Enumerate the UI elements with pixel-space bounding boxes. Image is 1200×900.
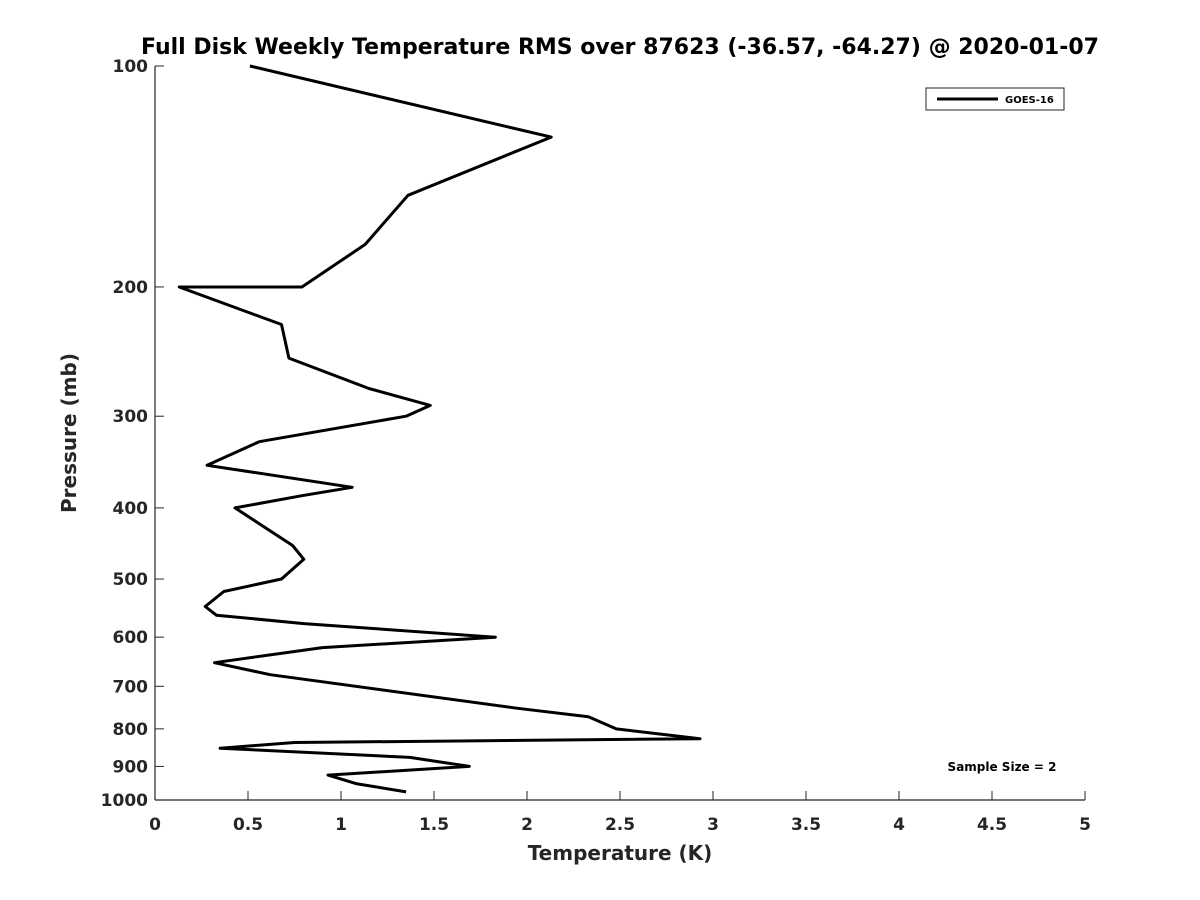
x-tick-label: 2.5: [605, 815, 635, 835]
x-tick-label: 4.5: [977, 815, 1007, 835]
y-ticks: 100 200 300 400 500 600 700 800 900 1000: [101, 57, 164, 811]
y-tick-label: 100: [113, 57, 149, 77]
x-tick-label: 4: [893, 815, 905, 835]
legend: GOES-16: [925, 87, 1065, 111]
x-tick-label: 0.5: [233, 815, 263, 835]
y-tick-label: 300: [113, 407, 149, 427]
x-ticks: 0 0.5 1 1.5 2 2.5 3 3.5 4 4.5 5: [149, 791, 1091, 835]
y-axis-label: Pressure (mb): [57, 353, 81, 513]
series-group: [177, 64, 702, 794]
x-tick-label: 1.5: [419, 815, 449, 835]
y-tick-label: 1000: [101, 791, 148, 811]
y-tick-label: 900: [113, 757, 149, 777]
x-tick-label: 2: [521, 815, 533, 835]
y-tick-label: 800: [113, 720, 149, 740]
sample-size-annotation: Sample Size = 2: [948, 760, 1057, 774]
series-line-goes-16: [177, 64, 702, 794]
x-tick-label: 1: [335, 815, 347, 835]
y-tick-label: 500: [113, 570, 149, 590]
x-tick-label: 5: [1079, 815, 1091, 835]
chart-title: Full Disk Weekly Temperature RMS over 87…: [141, 35, 1099, 60]
legend-label-goes-16: GOES-16: [1005, 95, 1054, 106]
y-tick-label: 700: [113, 677, 149, 697]
x-axis-label: Temperature (K): [528, 841, 713, 865]
y-tick-label: 600: [113, 628, 149, 648]
y-tick-label: 200: [113, 278, 149, 298]
x-tick-label: 3: [707, 815, 719, 835]
x-tick-label: 3.5: [791, 815, 821, 835]
y-tick-label: 400: [113, 499, 149, 519]
x-tick-label: 0: [149, 815, 161, 835]
